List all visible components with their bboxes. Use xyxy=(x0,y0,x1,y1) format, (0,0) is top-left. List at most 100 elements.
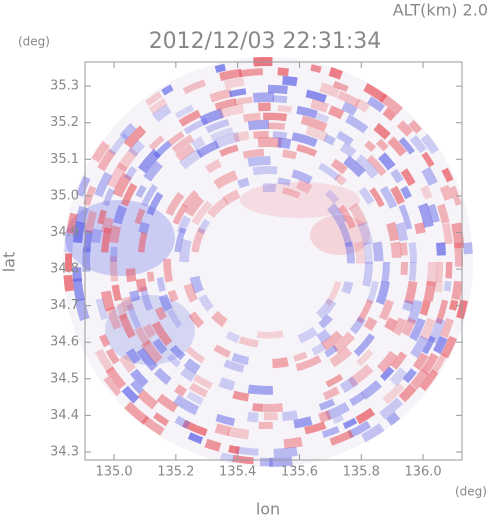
echo-cell xyxy=(399,242,408,256)
echo-cell xyxy=(363,83,388,103)
echo-cell xyxy=(141,415,165,436)
echo-cell xyxy=(210,127,234,141)
echo-cell xyxy=(440,335,457,359)
echo-cell xyxy=(342,417,358,430)
echo-cell xyxy=(173,394,200,416)
echo-cell xyxy=(400,185,412,200)
echo-cell xyxy=(390,241,402,258)
echo-cell xyxy=(186,391,204,406)
echo-cell xyxy=(347,364,374,388)
echo-cell xyxy=(233,96,253,106)
blue-region xyxy=(65,200,175,276)
echo-cell xyxy=(419,317,436,341)
echo-cell xyxy=(324,344,339,358)
echo-cell xyxy=(272,131,288,140)
echo-cell xyxy=(95,298,109,321)
echo-cell xyxy=(332,414,344,424)
echo-cell xyxy=(176,215,191,234)
echo-cell xyxy=(124,166,138,181)
echo-cell xyxy=(256,330,284,339)
echo-cell xyxy=(84,210,97,234)
echo-cell xyxy=(421,151,435,168)
echo-cell xyxy=(325,280,342,306)
echo-cell xyxy=(116,302,128,320)
echo-cell xyxy=(409,317,426,342)
echo-cell xyxy=(323,134,336,146)
echo-cell xyxy=(97,209,107,225)
echo-cell xyxy=(277,177,291,186)
echo-cell xyxy=(214,63,226,73)
echo-cell xyxy=(329,429,354,446)
echo-cell xyxy=(135,278,148,293)
echo-cell xyxy=(190,136,206,151)
echo-cell xyxy=(263,403,283,413)
echo-cell xyxy=(372,241,384,262)
echo-cell xyxy=(100,290,115,312)
echo-cell xyxy=(347,420,372,439)
x-tick-label: 135.8 xyxy=(343,465,380,480)
echo-cell xyxy=(420,352,439,375)
echo-cell xyxy=(174,227,187,253)
echo-cell xyxy=(282,410,298,422)
echo-cell xyxy=(238,336,259,348)
echo-cell xyxy=(214,423,231,437)
echo-cell xyxy=(402,368,417,384)
echo-cell xyxy=(321,330,343,351)
x-tick-label: 135.4 xyxy=(219,465,256,480)
echo-cell xyxy=(454,242,464,267)
echo-cell xyxy=(263,112,287,122)
echo-cell xyxy=(362,262,373,287)
echo-cell xyxy=(257,137,282,148)
echo-cell xyxy=(263,412,278,421)
echo-cell xyxy=(105,366,127,390)
echo-cell xyxy=(99,334,111,348)
echo-cell xyxy=(125,348,141,365)
echo-cell xyxy=(283,436,303,449)
echo-cell xyxy=(97,148,116,172)
echo-cell xyxy=(119,354,136,373)
echo-cell xyxy=(311,342,327,356)
echo-cell xyxy=(191,200,213,226)
echo-cell xyxy=(277,105,292,113)
echo-cell xyxy=(316,329,332,344)
x-tick-label: 135.6 xyxy=(281,465,318,480)
echo-cell xyxy=(109,256,119,282)
echo-cell xyxy=(427,203,440,223)
y-tick-label: 34.3 xyxy=(50,444,79,459)
echo-cell xyxy=(247,119,269,131)
echo-cell xyxy=(188,311,205,329)
y-tick-label: 34.7 xyxy=(50,298,79,313)
x-tick-label: 135.2 xyxy=(157,465,194,480)
echo-cell xyxy=(247,156,271,167)
echo-cell xyxy=(124,401,149,425)
echo-cell xyxy=(154,367,172,385)
echo-cell xyxy=(174,104,194,119)
echo-cell xyxy=(106,306,122,330)
echo-cell xyxy=(293,416,313,429)
echo-cell xyxy=(395,222,409,242)
echo-cell xyxy=(305,125,329,142)
echo-cell xyxy=(325,189,340,204)
echo-cell xyxy=(161,84,174,96)
echo-cell xyxy=(113,205,127,225)
echo-cell xyxy=(341,101,358,116)
echo-cell xyxy=(126,303,142,329)
echo-cell xyxy=(219,144,239,157)
echo-cell xyxy=(108,132,129,156)
echo-cell xyxy=(382,107,397,121)
echo-cell xyxy=(134,326,151,347)
echo-cell xyxy=(420,185,433,200)
echo-cell xyxy=(451,222,465,249)
echo-cell xyxy=(105,348,120,365)
echo-cell xyxy=(101,216,114,234)
echo-cell xyxy=(120,296,134,312)
blue-region xyxy=(105,295,195,365)
echo-cell xyxy=(400,262,409,276)
echo-cell xyxy=(222,189,241,205)
echo-cell xyxy=(437,203,450,224)
echo-cell xyxy=(310,98,330,113)
echo-cell xyxy=(373,123,391,140)
echo-cell xyxy=(120,182,138,207)
echo-cell xyxy=(232,130,250,143)
echo-cell xyxy=(291,169,313,185)
